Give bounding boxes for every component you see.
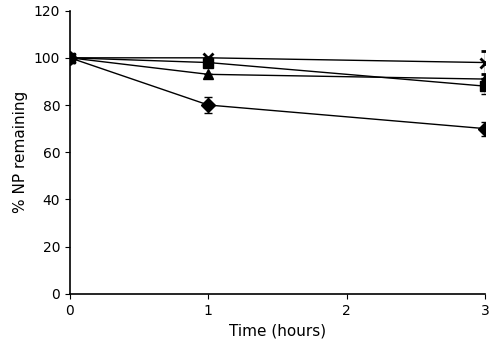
X-axis label: Time (hours): Time (hours) [229,323,326,338]
Y-axis label: % NP remaining: % NP remaining [14,91,28,213]
